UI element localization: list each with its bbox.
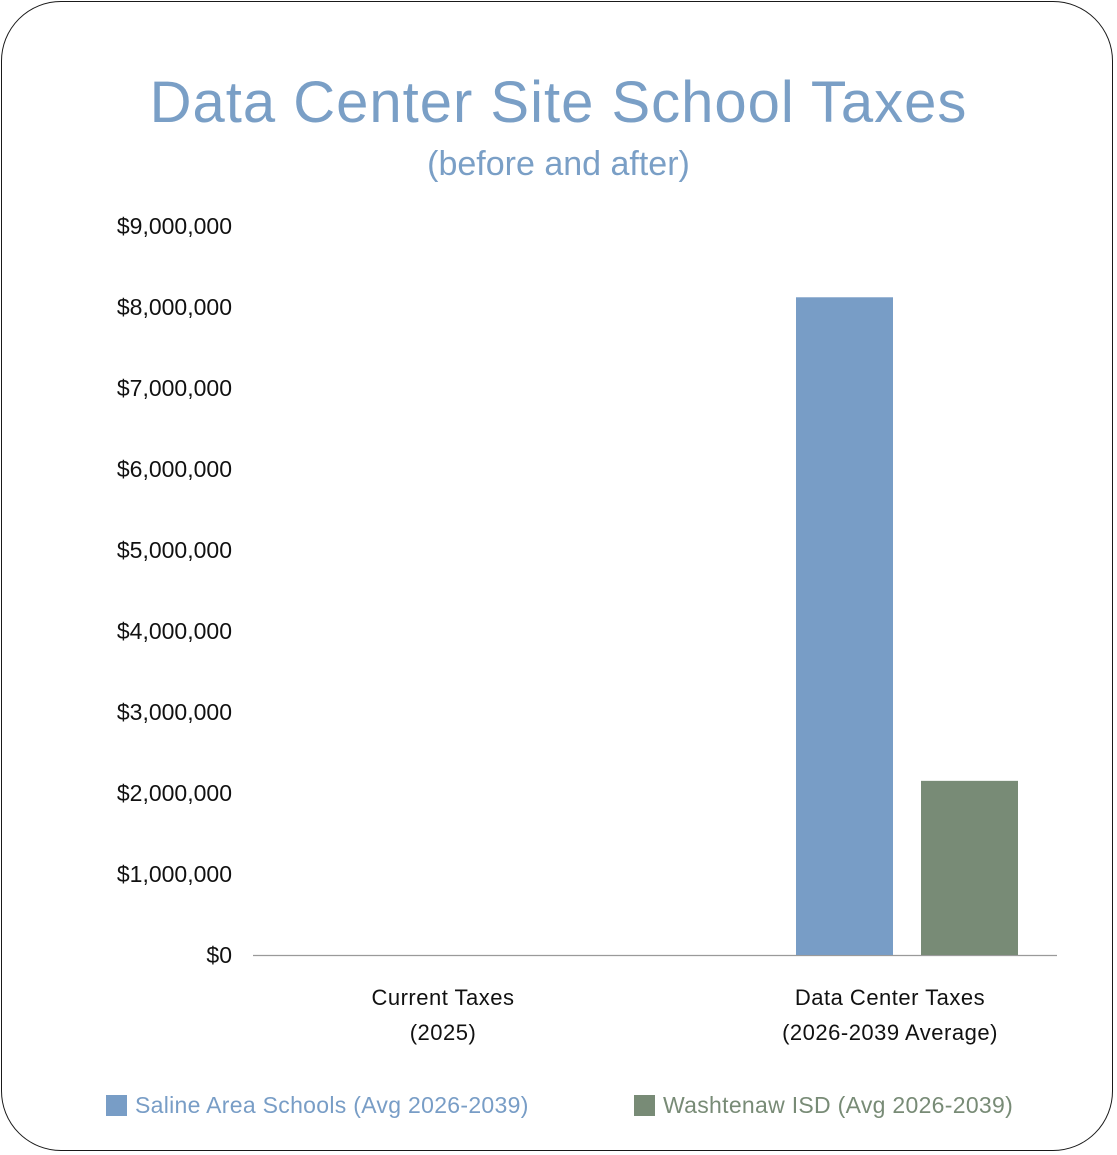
- legend-item-saline: Saline Area Schools (Avg 2026-2039): [106, 1090, 529, 1120]
- y-tick-label: $8,000,000: [117, 294, 232, 320]
- legend-swatch-saline: [106, 1094, 127, 1116]
- x-category-label: Current Taxes: [371, 985, 514, 1010]
- y-tick-label: $6,000,000: [117, 456, 232, 482]
- y-tick-label: $3,000,000: [117, 699, 232, 725]
- x-category-label: (2025): [410, 1020, 477, 1045]
- y-tick-label: $0: [206, 942, 232, 968]
- legend-item-washtenaw: Washtenaw ISD (Avg 2026-2039): [634, 1090, 1013, 1120]
- x-axis: Current Taxes (2025) Data Center Taxes (202…: [371, 985, 997, 1045]
- legend-swatch-washtenaw: [634, 1094, 655, 1116]
- y-tick-label: $9,000,000: [117, 213, 232, 239]
- bar-group: [796, 297, 1018, 955]
- x-category-label: (2026-2039 Average): [782, 1020, 998, 1045]
- legend-label-washtenaw: Washtenaw ISD (Avg 2026-2039): [663, 1091, 1014, 1118]
- bar-saline-1: [796, 297, 893, 955]
- y-axis: $0 $1,000,000 $2,000,000 $3,000,000 $4,000,0…: [117, 213, 232, 968]
- y-tick-label: $1,000,000: [117, 861, 232, 887]
- y-tick-label: $2,000,000: [117, 780, 232, 806]
- y-tick-label: $4,000,000: [117, 618, 232, 644]
- bar-washtenaw-1: [921, 780, 1018, 955]
- x-category-label: Data Center Taxes: [795, 985, 985, 1010]
- y-tick-label: $7,000,000: [117, 375, 232, 401]
- chart-subtitle: (before and after): [427, 145, 690, 183]
- legend-label-saline: Saline Area Schools (Avg 2026-2039): [135, 1091, 529, 1118]
- y-tick-label: $5,000,000: [117, 537, 232, 563]
- chart-title: Data Center Site School Taxes: [149, 70, 968, 135]
